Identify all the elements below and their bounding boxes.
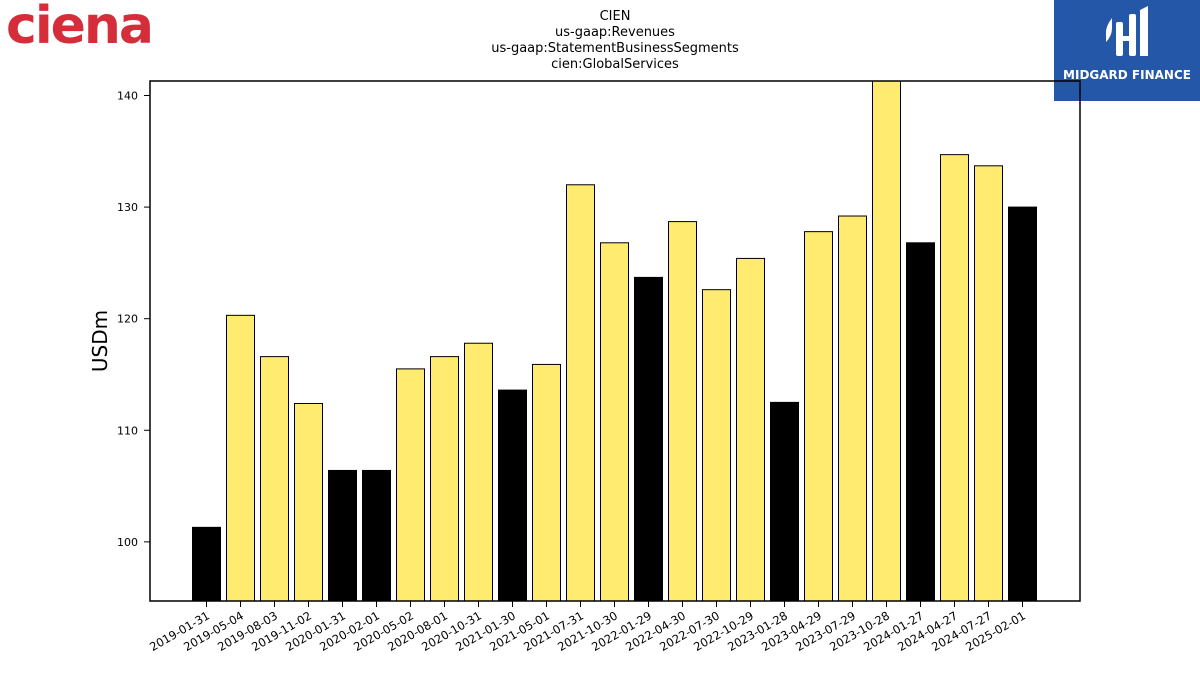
bar [464,342,493,602]
title-line: us-gaap:StatementBusinessSegments [491,41,739,56]
bar [192,526,221,602]
y-axis: 100 110 120 130 140 [117,90,150,549]
bar [702,289,731,602]
chart-title: CIENus-gaap:Revenuesus-gaap:StatementBus… [491,9,739,72]
y-tick-label: 120 [117,313,138,326]
bar [532,363,561,602]
bar [940,154,969,602]
midgard-mark-icon [1106,6,1148,56]
y-tick-label: 130 [117,201,138,214]
bar [600,242,629,602]
bar [906,242,935,602]
y-tick-label: 110 [117,424,138,437]
bar [430,356,459,602]
plot-frame [149,80,1081,602]
bar [260,356,289,602]
bar [498,389,527,602]
bar [668,221,697,602]
corner-badge-text: MIDGARD FINANCE [1063,68,1191,82]
bar [838,215,867,602]
bars-group [192,80,1037,602]
y-tick-label: 100 [117,536,138,549]
bar [396,368,425,602]
bar [362,469,391,602]
title-line: us-gaap:Revenues [555,25,675,40]
bar [804,231,833,602]
ciena-logo: ciena [6,0,154,56]
bar [634,276,663,602]
bar [566,184,595,602]
bar [1008,206,1037,602]
x-axis: 2019-01-312019-05-042019-08-032019-11-02… [147,601,1028,654]
bar [328,469,357,602]
bar [770,401,799,602]
title-line: cien:GlobalServices [551,57,679,72]
brand-wordmark: ciena [6,0,154,56]
bar [736,257,765,602]
bar [294,402,323,602]
y-tick-label: 140 [117,90,138,103]
title-line: CIEN [600,9,631,24]
bar [872,80,901,602]
midgard-finance-logo: MIDGARD FINANCE [1054,0,1200,101]
bar [974,165,1003,602]
bar [226,314,255,602]
y-axis-label: USDm [88,310,112,372]
